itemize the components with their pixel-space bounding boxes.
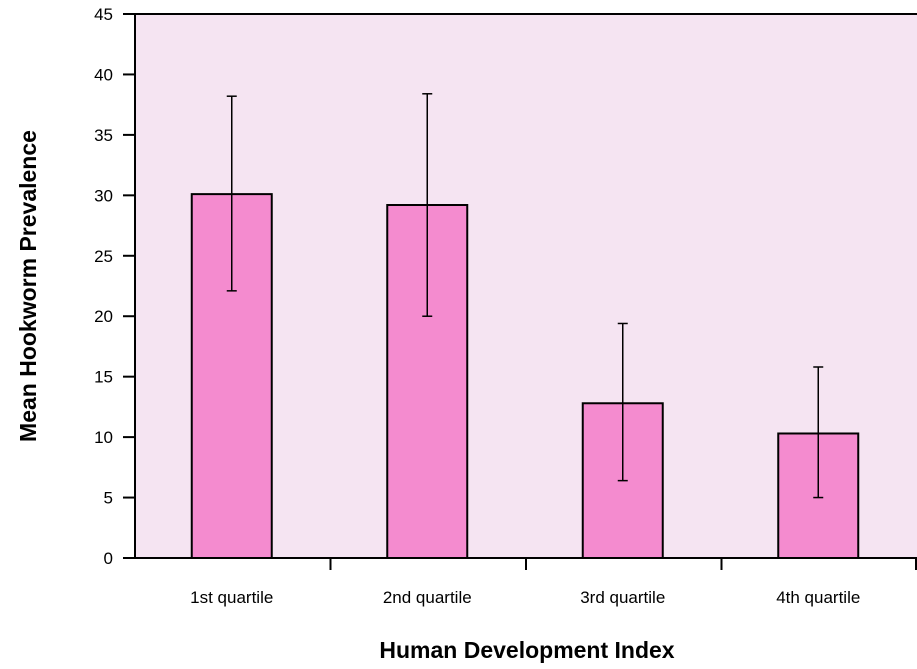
y-tick-label: 40 <box>94 65 113 84</box>
y-tick-label: 25 <box>94 247 113 266</box>
y-tick-label: 45 <box>94 5 113 24</box>
y-ticks: 0 5 10 15 20 25 30 35 40 45 <box>94 5 135 568</box>
y-tick-label: 10 <box>94 428 113 447</box>
y-tick-label: 15 <box>94 368 113 387</box>
y-tick-label: 35 <box>94 126 113 145</box>
y-tick-label: 20 <box>94 307 113 326</box>
y-tick-label: 30 <box>94 186 113 205</box>
x-category-label: 3rd quartile <box>580 588 665 607</box>
y-tick-label: 0 <box>104 549 113 568</box>
x-category-label: 1st quartile <box>190 588 273 607</box>
x-ticks: 1st quartile 2nd quartile 3rd quartile 4th … <box>190 558 917 607</box>
x-category-label: 4th quartile <box>776 588 860 607</box>
x-axis-title: Human Development Index <box>379 637 674 663</box>
error-bars-layer <box>226 93 824 499</box>
x-category-label: 2nd quartile <box>383 588 472 607</box>
y-axis-title: Mean Hookworm Prevalence <box>15 130 41 442</box>
y-tick-label: 5 <box>104 489 113 508</box>
